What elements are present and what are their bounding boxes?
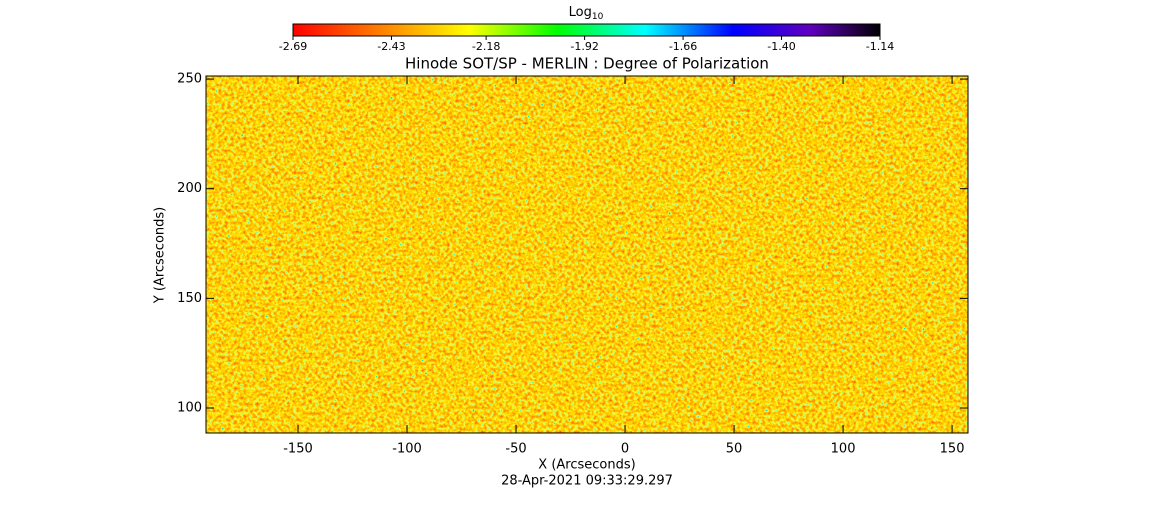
colorbar-tick-label: -1.66 — [669, 40, 697, 53]
y-tick-label: 100 — [177, 401, 202, 416]
x-axis-label: X (Arcseconds) — [538, 458, 635, 473]
colorbar-tick-label: -1.40 — [767, 40, 795, 53]
colorbar-tick-label: -2.69 — [279, 40, 307, 53]
x-tick-label: 50 — [726, 442, 743, 457]
y-tick-label: 200 — [177, 181, 202, 196]
x-tick-label: 100 — [831, 442, 856, 457]
colorbar — [292, 23, 881, 37]
y-tick-label: 150 — [177, 291, 202, 306]
x-tick-label: -150 — [283, 442, 313, 457]
colorbar-tick-label: -2.43 — [377, 40, 405, 53]
polarization-image — [206, 76, 968, 433]
footer-timestamp: 28-Apr-2021 09:33:29.297 — [501, 474, 673, 489]
chart-title: Hinode SOT/SP - MERLIN : Degree of Polar… — [405, 55, 769, 73]
colorbar-tick-label: -1.92 — [570, 40, 598, 53]
colorbar-tick-label: -1.14 — [866, 40, 894, 53]
colorbar-tick-label: -2.18 — [472, 40, 500, 53]
x-tick-label: 150 — [940, 442, 965, 457]
y-axis-label: Y (Arcseconds) — [153, 207, 168, 304]
y-tick-label: 250 — [177, 72, 202, 87]
x-tick-label: -100 — [392, 442, 422, 457]
plot-frame — [205, 75, 969, 434]
colorbar-label: Log10 — [569, 5, 604, 22]
x-tick-label: -50 — [505, 442, 526, 457]
x-tick-label: 0 — [621, 442, 629, 457]
